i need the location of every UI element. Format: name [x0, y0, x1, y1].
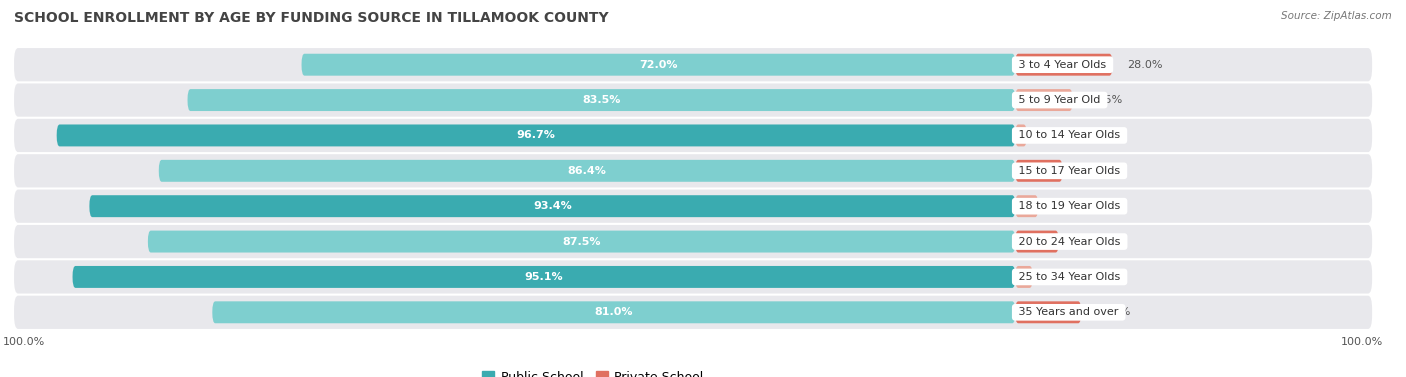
Text: 72.0%: 72.0%	[640, 60, 678, 70]
FancyBboxPatch shape	[1015, 195, 1038, 217]
Text: 95.1%: 95.1%	[524, 272, 564, 282]
Text: 19.0%: 19.0%	[1097, 307, 1132, 317]
Text: 18 to 19 Year Olds: 18 to 19 Year Olds	[1015, 201, 1123, 211]
FancyBboxPatch shape	[14, 190, 1372, 223]
FancyBboxPatch shape	[148, 231, 1015, 253]
Text: 96.7%: 96.7%	[516, 130, 555, 141]
FancyBboxPatch shape	[14, 296, 1372, 329]
Legend: Public School, Private School: Public School, Private School	[477, 366, 709, 377]
Text: 5 to 9 Year Old: 5 to 9 Year Old	[1015, 95, 1104, 105]
FancyBboxPatch shape	[1015, 89, 1073, 111]
FancyBboxPatch shape	[1015, 266, 1032, 288]
FancyBboxPatch shape	[1015, 124, 1026, 146]
FancyBboxPatch shape	[1015, 301, 1081, 323]
Text: 15 to 17 Year Olds: 15 to 17 Year Olds	[1015, 166, 1123, 176]
Text: 3 to 4 Year Olds: 3 to 4 Year Olds	[1015, 60, 1109, 70]
FancyBboxPatch shape	[187, 89, 1015, 111]
Text: 10 to 14 Year Olds: 10 to 14 Year Olds	[1015, 130, 1123, 141]
FancyBboxPatch shape	[14, 119, 1372, 152]
Text: 86.4%: 86.4%	[568, 166, 606, 176]
Text: 5.0%: 5.0%	[1047, 272, 1076, 282]
Text: 93.4%: 93.4%	[533, 201, 572, 211]
Text: 81.0%: 81.0%	[595, 307, 633, 317]
Text: Source: ZipAtlas.com: Source: ZipAtlas.com	[1281, 11, 1392, 21]
FancyBboxPatch shape	[1015, 54, 1112, 76]
Text: 12.5%: 12.5%	[1074, 236, 1109, 247]
FancyBboxPatch shape	[1015, 231, 1059, 253]
FancyBboxPatch shape	[90, 195, 1015, 217]
FancyBboxPatch shape	[14, 225, 1372, 258]
FancyBboxPatch shape	[301, 54, 1015, 76]
Text: 25 to 34 Year Olds: 25 to 34 Year Olds	[1015, 272, 1123, 282]
FancyBboxPatch shape	[14, 260, 1372, 294]
FancyBboxPatch shape	[56, 124, 1015, 146]
Text: 35 Years and over: 35 Years and over	[1015, 307, 1122, 317]
FancyBboxPatch shape	[159, 160, 1015, 182]
Text: 3.3%: 3.3%	[1042, 130, 1070, 141]
Text: 13.6%: 13.6%	[1077, 166, 1112, 176]
FancyBboxPatch shape	[1015, 160, 1063, 182]
Text: 6.6%: 6.6%	[1053, 201, 1081, 211]
Text: SCHOOL ENROLLMENT BY AGE BY FUNDING SOURCE IN TILLAMOOK COUNTY: SCHOOL ENROLLMENT BY AGE BY FUNDING SOUR…	[14, 11, 609, 25]
FancyBboxPatch shape	[73, 266, 1015, 288]
Text: 20 to 24 Year Olds: 20 to 24 Year Olds	[1015, 236, 1125, 247]
FancyBboxPatch shape	[14, 154, 1372, 187]
FancyBboxPatch shape	[212, 301, 1015, 323]
Text: 28.0%: 28.0%	[1128, 60, 1163, 70]
FancyBboxPatch shape	[14, 83, 1372, 117]
FancyBboxPatch shape	[14, 48, 1372, 81]
Text: 83.5%: 83.5%	[582, 95, 620, 105]
Text: 16.5%: 16.5%	[1087, 95, 1122, 105]
Text: 87.5%: 87.5%	[562, 236, 600, 247]
